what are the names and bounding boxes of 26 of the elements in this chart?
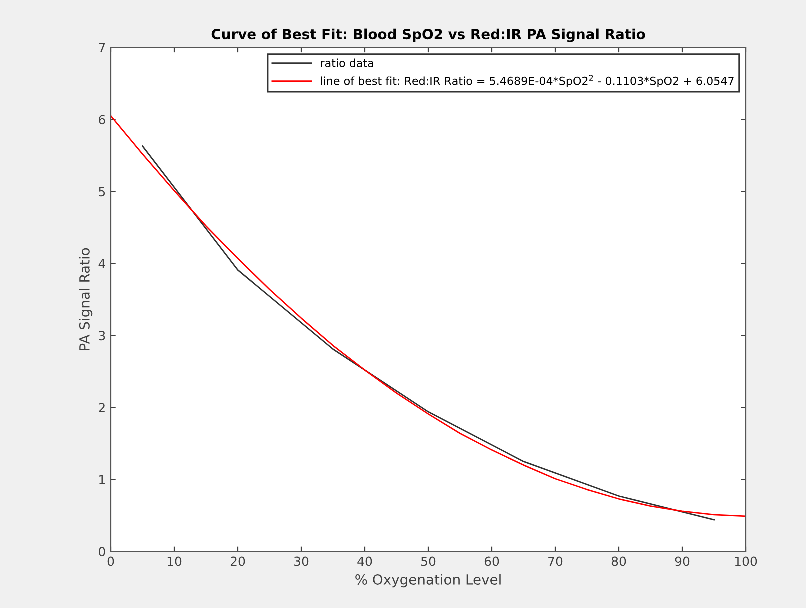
x-tick-label: 0 (108, 556, 114, 566)
y-tick-label: 3 (99, 331, 106, 341)
line-series (142, 146, 715, 521)
x-tick-label: 100 (735, 556, 758, 566)
y-tick-label: 1 (100, 475, 105, 484)
y-tick-label: 4 (98, 259, 106, 268)
y-tick-label: 0 (99, 547, 106, 557)
y-tick-label: 7 (99, 43, 106, 52)
x-tick-label: 20 (230, 556, 246, 566)
legend-label: ratio data (321, 58, 374, 68)
x-tick-label: 10 (168, 556, 182, 566)
x-tick-label: 30 (294, 556, 309, 566)
line-series (111, 115, 746, 518)
x-tick-label: 60 (484, 556, 500, 566)
x-tick-label: 80 (612, 556, 626, 566)
x-tick-label: 50 (422, 556, 436, 566)
legend-label: line of best fit: Red:IR Ratio = 5.4689E-04*SpO2$^{2}$ - 0.1103*SpO2 + 6.0547 (321, 75, 734, 88)
y-tick-label: 6 (99, 115, 106, 125)
x-tick-label: 40 (358, 556, 372, 566)
y-tick-label: 2 (99, 403, 105, 412)
y-tick-label: 5 (99, 187, 106, 197)
x-tick-label: 70 (548, 556, 563, 566)
x-axis-title: % Oxygenation Level (356, 574, 501, 588)
chart-title: Curve of Best Fit: Blood SpO2 vs Red:IR PA Signal Ratio (212, 28, 646, 42)
y-axis-title: PA Signal Ratio (79, 248, 93, 350)
x-tick-label: 90 (675, 556, 690, 566)
